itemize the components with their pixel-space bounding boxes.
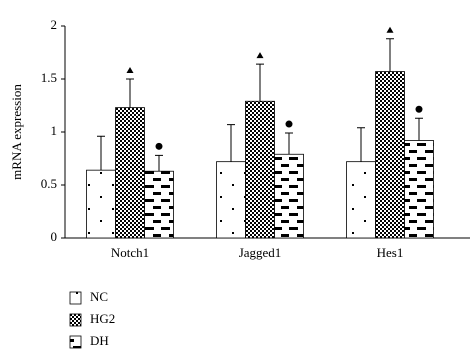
bar <box>346 161 376 239</box>
bar <box>274 153 304 239</box>
error-bar <box>285 132 293 155</box>
bar <box>404 140 434 239</box>
y-tick-label: 1.5 <box>41 70 57 85</box>
legend-label: HG2 <box>90 311 115 326</box>
y-tick-label: 2 <box>51 17 58 32</box>
error-bar <box>227 124 235 162</box>
error-bar <box>97 135 105 171</box>
legend-swatch <box>69 313 82 327</box>
error-bar <box>415 117 423 141</box>
significance-marker <box>256 52 264 59</box>
significance-marker <box>415 105 423 113</box>
legend-swatch <box>69 291 82 305</box>
bar <box>375 71 405 239</box>
y-axis-label: mRNA expression <box>9 84 24 180</box>
significance-marker <box>126 67 134 73</box>
legend-label: DH <box>90 333 109 348</box>
legend-label: NC <box>90 289 108 304</box>
x-tick-label: Jagged1 <box>239 245 282 260</box>
error-bar <box>256 63 264 102</box>
bar <box>115 107 145 239</box>
y-tick-label: 0 <box>51 229 58 244</box>
bar <box>216 161 246 239</box>
significance-marker <box>285 120 293 128</box>
error-bar <box>126 78 134 108</box>
legend-swatch <box>69 335 82 349</box>
error-bar <box>357 127 365 162</box>
significance-marker <box>386 26 394 33</box>
error-bar <box>155 154 163 172</box>
x-tick-label: Hes1 <box>377 245 404 260</box>
x-tick-label: Notch1 <box>111 245 149 260</box>
error-bar <box>386 38 394 72</box>
bar <box>245 100 275 239</box>
bar <box>144 170 174 239</box>
y-tick-label: 0.5 <box>41 176 57 191</box>
bar <box>86 169 116 239</box>
significance-marker <box>155 142 163 150</box>
y-tick-label: 1 <box>51 123 58 138</box>
